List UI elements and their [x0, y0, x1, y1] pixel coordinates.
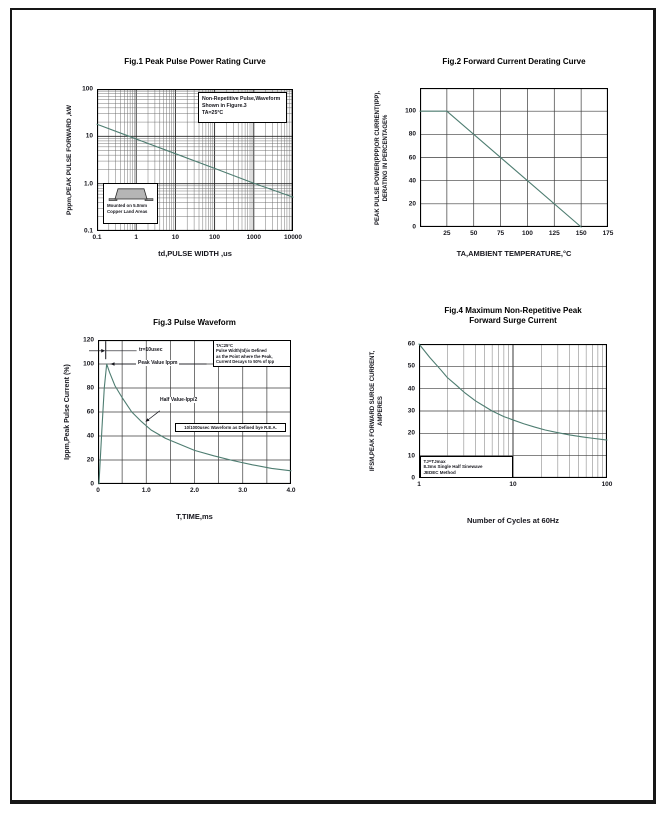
smd-package-icon	[108, 188, 153, 201]
y-tick-label: 0	[90, 480, 94, 488]
y-tick-label: 40	[408, 177, 416, 185]
fig3-note-line: as the Point where the Peak,	[216, 353, 273, 359]
y-tick-label: 0.1	[83, 227, 93, 235]
fig4-title-line: Fig.4 Maximum Non-Repetitive Peak	[444, 306, 582, 315]
x-tick-label: 125	[548, 230, 560, 237]
y-tick-label: 120	[83, 336, 94, 344]
y-tick-label: 10	[407, 452, 415, 460]
x-tick-label: 100	[601, 481, 613, 488]
fig1-peak-pulse-power-chart: Fig.1 Peak Pulse Power Rating Curve 0.1 1…	[66, 57, 302, 258]
fig3-peak-value-annotation: Peak Value Ippm	[136, 360, 180, 366]
y-tick-label: 0	[411, 474, 415, 482]
y-tick-label: 80	[408, 130, 416, 138]
y-tick-label: 60	[86, 408, 94, 416]
fig4-surge-current-chart: Fig.4 Maximum Non-Repetitive Peak Forwar…	[370, 306, 612, 525]
y-tick-label: 40	[86, 432, 94, 440]
fig2-y-axis-label-line: PEAK PULSE POWER(PPP)OR CURRENT(IPP),	[375, 90, 381, 225]
x-tick-label: 1	[417, 481, 421, 488]
y-tick-label: 60	[408, 154, 416, 161]
fig3-half-value-annotation: Half Value-Ipp/2	[158, 397, 200, 403]
y-tick-label: 30	[407, 407, 415, 415]
fig1-y-ticks: 100 10 1.0 0.1	[71, 85, 97, 235]
x-tick-label: 150	[575, 230, 587, 237]
y-tick-label: 80	[86, 384, 94, 392]
fig4-x-axis-label: Number of Cycles at 60Hz	[466, 516, 560, 525]
fig2-plot-area	[419, 88, 608, 228]
fig2-derating-curve-chart: Fig.2 Forward Current Derating Curve 25 5…	[375, 57, 613, 258]
fig3-x-axis-label: T,TIME,ms	[176, 512, 213, 521]
y-tick-label: 20	[86, 456, 94, 464]
x-tick-label: 3.0	[238, 487, 248, 494]
y-tick-label: 1.0	[83, 180, 93, 188]
fig4-y-axis-label-line: AMPERES	[378, 396, 384, 426]
fig1-package-inset: Mounted on 5.0mm Copper Land Areas	[103, 183, 158, 224]
fig3-rise-time-annotation: tr=10usec	[139, 347, 163, 353]
fig4-x-ticks: 1 10 100	[417, 478, 612, 490]
fig1-inset-line: Mounted on 5.0mm	[107, 203, 148, 208]
fig4-title: Fig.4 Maximum Non-Repetitive Peak Forwar…	[444, 306, 581, 325]
fig1-inset-line: Copper Land Areas	[107, 208, 148, 214]
x-tick-label: 0.1	[92, 234, 102, 241]
fig4-plot-area	[418, 343, 608, 478]
fig1-x-axis-label: td,PULSE WIDTH ,us	[158, 249, 232, 258]
x-tick-label: 10	[171, 234, 180, 241]
fig2-x-ticks: 25 50 75 100 125 150 175	[420, 227, 613, 239]
fig1-title: Fig.1 Peak Pulse Power Rating Curve	[124, 57, 266, 66]
fig4-note-line: TJ=TJmax	[423, 458, 446, 464]
x-tick-label: 50	[470, 230, 478, 237]
y-tick-label: 0	[412, 223, 416, 231]
x-tick-label: 1	[134, 234, 138, 241]
fig1-note-box: Non-Repetitive Pulse,Waveform Shown in F…	[198, 92, 287, 123]
y-tick-label: 60	[407, 340, 415, 348]
y-tick-label: 20	[407, 429, 415, 437]
fig4-y-ticks: 0 10 20 30 40 50 60	[393, 340, 419, 482]
fig4-note-line: 8.3ms Single Half Sinewave	[423, 464, 483, 470]
fig3-note-line: Pulse Width(td)is Defined	[216, 348, 267, 354]
x-tick-label: 10000	[283, 234, 303, 241]
fig3-x-ticks: 0 1.0 2.0 3.0 4.0	[96, 484, 295, 496]
fig3-y-ticks: 0 20 40 60 80 100 120	[72, 336, 98, 488]
x-tick-label: 175	[602, 230, 614, 237]
fig1-note-line: Non-Repetitive Pulse,Waveform	[202, 96, 281, 102]
fig1-y-axis-label: Pppm,PEAK PULSE FORWARD ,kW	[66, 104, 73, 216]
fig2-x-axis-label: TA,AMBIENT TEMPERATURE,°C	[456, 249, 572, 258]
fig4-note-box: TJ=TJmax 8.3ms Single Half Sinewave JEDE…	[419, 455, 513, 478]
fig3-note-box: TA=25°C Pulse Width(td)is Defined as the…	[213, 340, 291, 367]
x-tick-label: 100	[209, 234, 221, 241]
fig3-waveform-standard-annotation: 10/1000usec Waveform as Defined bye R.E.…	[175, 423, 286, 432]
fig2-y-axis-label-line: DERATING IN PERCENTAGE%	[383, 114, 389, 201]
y-tick-label: 40	[407, 385, 415, 393]
fig1-note-line: Shown in Figure.3	[202, 102, 247, 109]
fig4-y-axis-label-line: IFSM,PEAK FORWARD SURGE CURRENT,	[370, 350, 376, 472]
fig2-y-ticks: 0 20 40 60 80 100	[394, 88, 420, 231]
x-tick-label: 100	[521, 230, 533, 237]
y-tick-label: 100	[82, 85, 93, 93]
y-tick-label: 50	[407, 362, 415, 370]
fig1-x-ticks: 0.1 1 10 100 1000 10000	[92, 231, 302, 243]
x-tick-label: 1000	[246, 234, 262, 241]
fig2-y-axis-label: PEAK PULSE POWER(PPP)OR CURRENT(IPP), DE…	[374, 90, 390, 224]
fig1-note-line: TA=25°C	[202, 109, 224, 116]
y-tick-label: 10	[85, 132, 93, 140]
fig4-note-line: JEDEC Method	[423, 469, 456, 475]
fig4-title-line: Forward Surge Current	[469, 315, 557, 325]
fig3-y-axis-label: Ippm,Peak Pulse Current (%)	[64, 364, 71, 460]
x-tick-label: 0	[96, 487, 100, 494]
x-tick-label: 10	[509, 481, 517, 488]
x-tick-label: 25	[443, 230, 451, 237]
x-tick-label: 75	[496, 230, 505, 237]
y-tick-label: 100	[83, 360, 94, 368]
y-tick-label: 20	[408, 200, 416, 208]
fig3-note-line: TA=25°C	[216, 343, 234, 348]
x-tick-label: 1.0	[141, 487, 151, 494]
x-tick-label: 2.0	[189, 487, 200, 494]
x-tick-label: 4.0	[286, 487, 296, 494]
y-tick-label: 100	[405, 107, 416, 115]
fig3-title: Fig.3 Pulse Waveform	[153, 318, 236, 327]
fig3-pulse-waveform-chart: Fig.3 Pulse Waveform 0 1.0 2.0 3.0 4.0 0 20 40…	[64, 318, 296, 521]
fig4-y-axis-label: IFSM,PEAK FORWARD SURGE CURRENT, AMPERES	[369, 351, 385, 471]
fig3-note-line: Current Decays to 50% of Ipp	[216, 359, 275, 365]
fig2-title: Fig.2 Forward Current Derating Curve	[442, 57, 586, 66]
